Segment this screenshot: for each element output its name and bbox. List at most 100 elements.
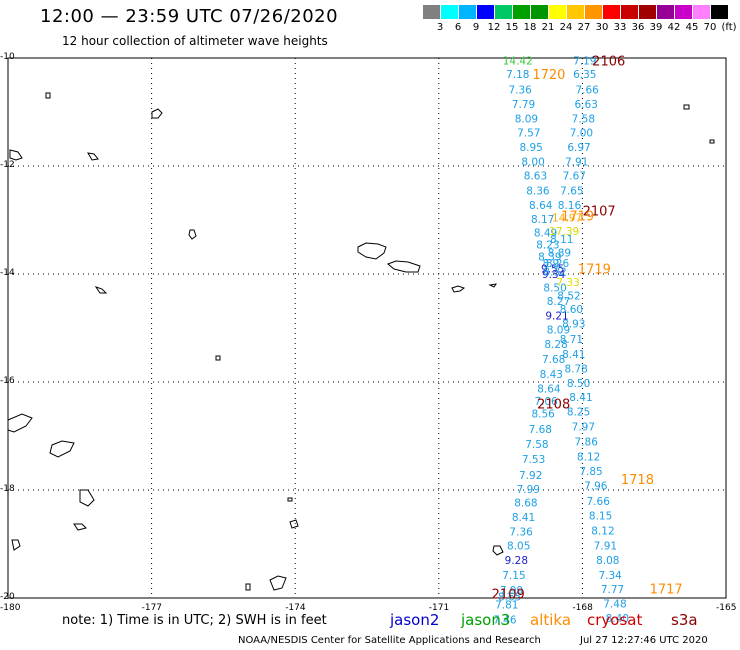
wave-height-value: 6.63 [575,99,598,111]
wave-height-value: 7.68 [529,424,552,436]
scale-tick-label: 12 [487,22,501,33]
latitude-label: -20 [0,592,15,602]
pass-time-label: 1718 [621,473,654,488]
pass-time-label: 2109 [492,588,525,603]
scale-swatch [513,5,530,19]
pass-time-label: 1719 [578,263,611,278]
wave-height-value: 8.50 [543,283,566,295]
wave-height-value: 8.26 [546,258,570,270]
wave-height-value: 7.91 [594,541,617,553]
page-title: 12:00 — 23:59 UTC 07/26/2020 [40,6,339,27]
scale-swatch [477,5,494,19]
wave-height-value: 8.28 [544,339,567,351]
wave-height-value: 8.36 [526,185,550,197]
wave-height-value: 14.42 [503,56,533,68]
wave-height-value: 8.64 [537,383,561,395]
wave-height-value: 7.92 [519,470,542,482]
wave-height-value: 8.12 [591,526,614,538]
wave-height-value: 7.58 [525,439,548,451]
coastlines [7,92,715,591]
map-frame [7,57,727,599]
wave-height-value: 7.81 [495,599,518,611]
wave-height-value: 8.68 [514,497,537,509]
wave-height-value: 9.55 [541,264,564,276]
map-grid [8,58,726,598]
satellite-legend-item: jason3 [461,611,511,629]
scale-tick-label: 36 [631,22,645,33]
wave-height-value: 7.66 [575,84,599,96]
wave-height-value: 9.21 [545,311,568,323]
wave-height-value: 7.99 [517,484,540,496]
wave-height-value: 6.35 [573,69,596,81]
wave-height-value: 7.86 [575,436,599,448]
scale-swatch [621,5,638,19]
wave-height-value: 8.49 [534,227,557,239]
wave-height-value: 8.09 [547,325,570,337]
scale-swatch [639,5,656,19]
scale-unit-label: (ft) [721,22,737,33]
scale-swatch [423,5,440,19]
wave-height-value: 8.64 [529,200,553,212]
wave-height-value: 8.25 [567,407,590,419]
wave-height-value: 6.97 [567,142,590,154]
wave-height-value: 8.12 [577,452,600,464]
longitude-label: -165 [716,603,737,613]
scale-tick-label: 21 [541,22,555,33]
wave-height-value: 17.39 [549,226,579,238]
latitude-label: -14 [0,268,15,278]
wave-height-value: 7.96 [584,481,608,493]
longitude-label: -174 [285,603,306,613]
pass-time-label: 1719 [561,210,594,225]
wave-height-value: 7.66 [587,496,611,508]
wave-height-value: 8.11 [550,234,573,246]
scale-swatch [459,5,476,19]
wave-height-value: 8.63 [524,171,547,183]
wave-height-value: 9.34 [542,269,566,281]
wave-height-value: 8.00 [521,157,544,169]
scale-swatch [585,5,602,19]
scale-tick-label: 24 [559,22,573,33]
wave-height-value: 7.15 [502,570,525,582]
longitude-label: -180 [0,603,21,613]
scale-tick-label: 33 [613,22,627,33]
wave-height-value: 7.46 [493,615,517,627]
wave-height-value: 9.28 [505,555,528,567]
wave-height-value: 8.16 [558,200,582,212]
wave-height-value: 8.15 [589,510,612,522]
wave-height-value: 8.95 [519,142,542,154]
wave-height-value: 8.40 [606,613,629,625]
scale-swatch [675,5,692,19]
wave-height-value: 8.09 [515,113,538,125]
measurement-labels: 14.427.18 7.36 7.79 8.09 7.57 8.95 8.00 8.63 8.3… [492,55,683,627]
wave-height-value: 8.41 [512,512,535,524]
wave-height-value: 8.71 [560,334,583,346]
wave-height-value: 8.9 [542,258,559,270]
wave-height-value: 7.36 [508,84,532,96]
wave-height-value: 8.78 [564,364,587,376]
wave-height-value: 8.41 [562,349,585,361]
wave-height-value: 7.57 [517,128,540,140]
wave-height-value: 8.65 [498,591,521,603]
wave-height-value: 7.65 [560,185,583,197]
credit-line: NOAA/NESDIS Center for Satellite Applica… [238,635,541,646]
wave-height-value: 7.36 [509,527,533,539]
scale-tick-label: 6 [454,22,462,33]
scale-tick-label: 70 [703,22,717,33]
wave-height-value: 7.34 [598,570,622,582]
wave-height-value: 8.23 [536,239,559,251]
wave-height-value: 7.99 [500,585,523,597]
wave-height-value: 7.85 [579,466,602,478]
latitude-label: -18 [0,484,15,494]
scale-tick-label: 42 [667,22,681,33]
page-subtitle: 12 hour collection of altimeter wave hei… [62,34,328,48]
latitude-label: -10 [0,52,15,62]
wave-height-value: 8.08 [596,555,619,567]
wave-height-value: 8.50 [567,378,590,390]
pass-time-label: 2107 [583,204,616,219]
wave-height-value: 7.77 [601,584,624,596]
wave-height-value: 7.53 [522,454,545,466]
satellite-legend-item: s3a [671,611,698,629]
wave-height-value: 8.27 [547,296,570,308]
pass-time-label: 2108 [537,398,570,413]
